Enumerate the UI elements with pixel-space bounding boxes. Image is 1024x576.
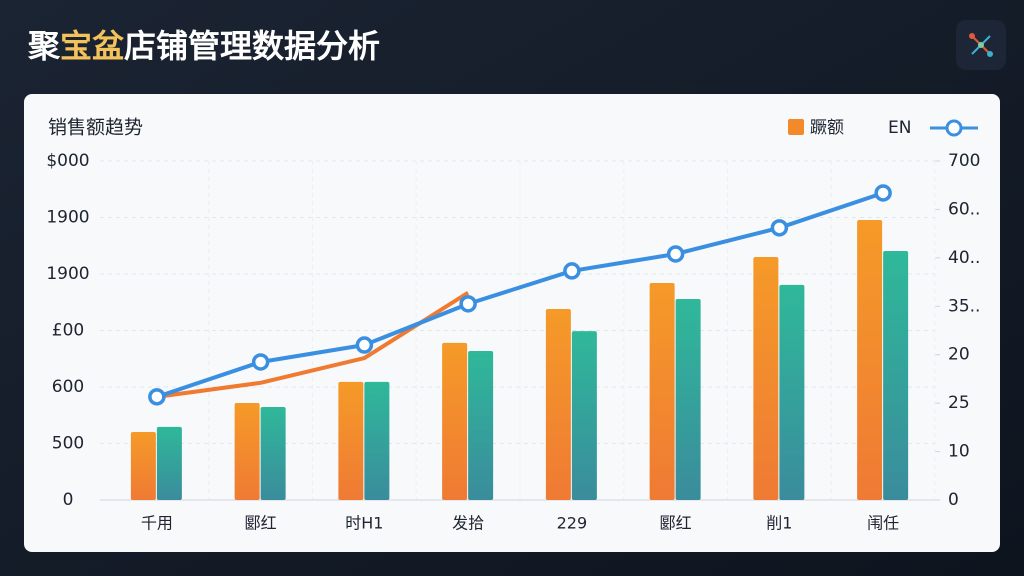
bar [364, 381, 390, 500]
line-marker [251, 353, 270, 371]
x-tick-label: 发拾 [452, 514, 484, 533]
bar [649, 283, 675, 500]
bar [156, 426, 182, 500]
y2-tick-label: 20 [948, 345, 970, 365]
share-icon[interactable] [956, 20, 1006, 70]
bar [234, 403, 260, 500]
x-tick-label: 闱任 [867, 514, 899, 533]
y2-tick-label: 35.. [948, 296, 980, 316]
y-tick-label: 1900 [46, 208, 89, 228]
title-part: 聚 [27, 27, 61, 65]
line [156, 191, 884, 399]
bar [779, 284, 805, 500]
bar [260, 406, 286, 500]
bar [883, 251, 909, 500]
line-marker [563, 262, 581, 280]
bar [675, 299, 701, 500]
y2-tick-label: 700 [948, 151, 980, 171]
x-tick-label: 郾红 [245, 514, 277, 533]
y2-tick-label: 0 [948, 490, 959, 510]
line-marker [148, 388, 166, 406]
y-tick-label: £00 [52, 321, 84, 341]
chart-title: 销售额趋势 [48, 117, 143, 139]
x-tick-label: 郾红 [660, 514, 692, 533]
bar [857, 219, 883, 500]
legend-label: EN [888, 118, 911, 138]
line-marker [770, 219, 789, 237]
y-tick-label: 600 [52, 377, 84, 397]
line-marker [459, 295, 477, 313]
y-tick-label: 0 [63, 490, 74, 510]
bar [442, 342, 468, 500]
legend-swatch [788, 119, 804, 135]
bar [753, 257, 779, 500]
y2-tick-label: 25 [948, 393, 970, 413]
bar [338, 381, 364, 500]
y2-tick-label: 60.. [948, 199, 980, 219]
y2-tick-label: 40.. [948, 248, 980, 268]
bar [468, 351, 494, 500]
line-marker [355, 336, 374, 354]
y-tick-label: $000 [46, 151, 89, 171]
title-part: 宝盆 [60, 27, 124, 65]
bar [130, 432, 156, 500]
y-tick-label: 1900 [46, 264, 89, 284]
x-tick-label: 时H1 [345, 514, 383, 533]
line-marker [874, 184, 892, 202]
line-marker [666, 245, 685, 263]
bar [571, 331, 597, 500]
y-tick-label: 500 [52, 434, 84, 454]
page-title: 聚宝盆店铺管理数据分析 [27, 27, 380, 65]
x-tick-label: 千用 [141, 514, 173, 533]
x-tick-label: 229 [557, 514, 588, 533]
title-part: 店铺管理数据分析 [124, 27, 380, 65]
legend-label: 蹶额 [810, 118, 844, 138]
x-tick-label: 削1 [766, 514, 792, 533]
legend-marker [945, 119, 963, 137]
bar [545, 309, 571, 500]
y2-tick-label: 10 [948, 442, 970, 462]
